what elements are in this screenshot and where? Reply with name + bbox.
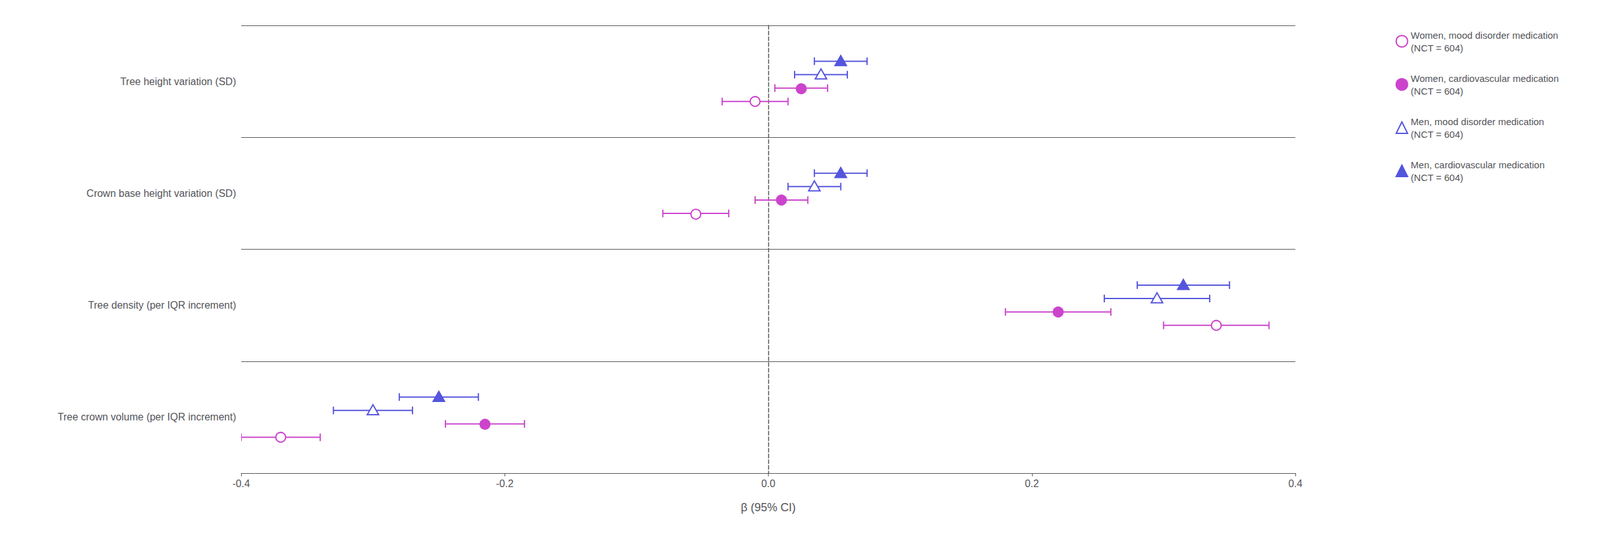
- svg-text:Crown base height variation (S: Crown base height variation (SD): [86, 187, 237, 199]
- svg-text:(NCT = 604): (NCT = 604): [1410, 85, 1464, 97]
- svg-text:Tree density (per IQR incremen: Tree density (per IQR increment): [88, 299, 237, 311]
- svg-text:Tree height variation (SD): Tree height variation (SD): [119, 76, 237, 87]
- svg-text:Men, cardiovascular medication: Men, cardiovascular medication: [1410, 159, 1545, 171]
- svg-text:Tree crown volume (per IQR inc: Tree crown volume (per IQR increment): [57, 411, 237, 423]
- svg-text:Women, cardiovascular medicati: Women, cardiovascular medication: [1410, 72, 1559, 84]
- svg-text:Women, mood disorder medicatio: Women, mood disorder medication: [1410, 29, 1559, 41]
- svg-text:0.0: 0.0: [760, 477, 775, 489]
- svg-text:Men, mood disorder medication: Men, mood disorder medication: [1410, 116, 1545, 127]
- svg-text:0.2: 0.2: [1024, 477, 1039, 489]
- svg-text:-0.4: -0.4: [232, 477, 251, 489]
- svg-text:(NCT = 604): (NCT = 604): [1410, 171, 1464, 183]
- svg-text:β (95% CI): β (95% CI): [740, 500, 796, 514]
- svg-text:(NCT = 604): (NCT = 604): [1410, 42, 1464, 54]
- svg-text:0.4: 0.4: [1288, 477, 1303, 489]
- svg-text:(NCT = 604): (NCT = 604): [1410, 128, 1464, 140]
- svg-text:-0.2: -0.2: [495, 477, 514, 489]
